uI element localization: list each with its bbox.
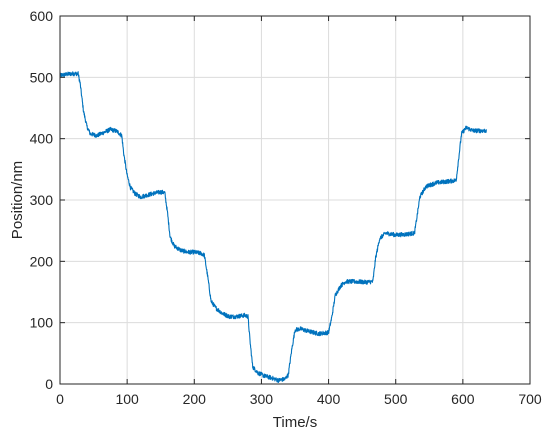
x-tick-label: 0	[56, 391, 64, 407]
x-tick-label: 200	[183, 391, 207, 407]
tick-layer: 0 100 200 300 400 500 600 700 0 100 200 300 400 500 60…	[30, 8, 542, 407]
grid-lines	[59, 15, 531, 385]
x-tick-label: 600	[451, 391, 475, 407]
x-tick-label: 400	[317, 391, 341, 407]
y-tick-label: 200	[30, 253, 54, 269]
x-tick-label: 700	[518, 391, 542, 407]
x-tick-label: 300	[250, 391, 274, 407]
series-layer	[59, 71, 487, 383]
y-tick-label: 600	[30, 8, 54, 24]
y-tick-label: 500	[30, 69, 54, 85]
x-tick-label: 500	[384, 391, 408, 407]
x-axis-label: Time/s	[273, 414, 317, 431]
x-tick-label: 100	[115, 391, 139, 407]
y-tick-label: 100	[30, 315, 54, 331]
y-tick-label: 0	[45, 376, 53, 392]
y-tick-label: 300	[30, 192, 54, 208]
y-tick-label: 400	[30, 131, 54, 147]
series-line	[59, 71, 487, 383]
y-axis-label: Position/nm	[9, 161, 26, 239]
